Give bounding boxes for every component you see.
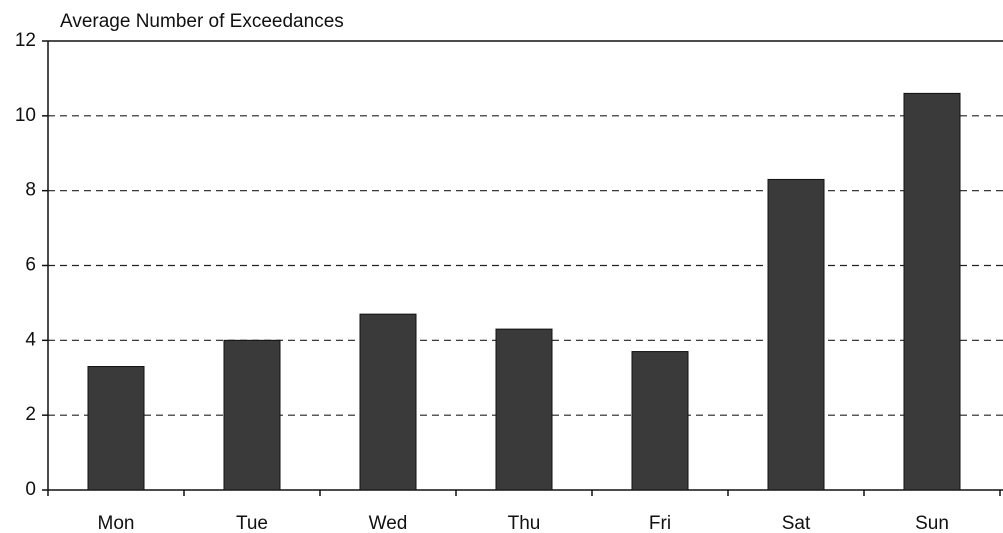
bar <box>359 313 417 491</box>
y-tick-label: 12 <box>15 30 36 51</box>
x-tick-label: Thu <box>508 513 541 533</box>
bar <box>87 366 145 491</box>
y-tick-label: 8 <box>25 180 36 201</box>
bar <box>223 339 281 491</box>
bar <box>903 92 961 491</box>
y-tick-label: 10 <box>15 105 36 126</box>
x-tick-label: Fri <box>649 513 671 533</box>
y-tick-label: 6 <box>25 255 36 276</box>
y-tick-label: 4 <box>25 329 36 350</box>
x-tick-label: Tue <box>236 513 268 533</box>
bar <box>631 351 689 491</box>
chart-title: Average Number of Exceedances <box>60 11 344 32</box>
x-tick-label: Mon <box>98 513 135 533</box>
bar <box>767 178 825 491</box>
x-tick-label: Sun <box>915 513 949 533</box>
x-tick-label: Sat <box>782 513 811 533</box>
x-tick-label: Wed <box>369 513 408 533</box>
y-tick-label: 2 <box>25 404 36 425</box>
bar <box>495 328 553 491</box>
y-tick-label: 0 <box>25 479 36 500</box>
